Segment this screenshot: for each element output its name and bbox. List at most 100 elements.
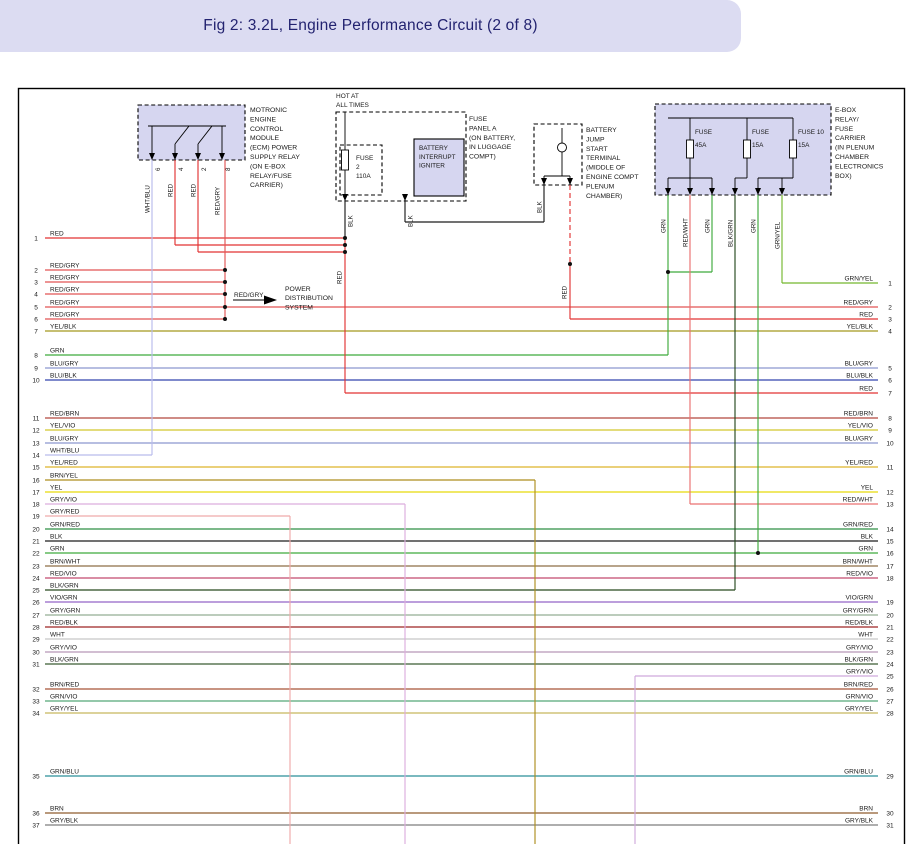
battery-interrupt-igniter-box [413,138,465,197]
wire-label: RED/BRN [844,411,874,418]
wire-label: BLK/GRN [50,657,79,664]
diagram-border [17,87,906,844]
wire-label: GRN/VIO [50,694,77,701]
ebox-fuse1-label: 45A [695,142,707,149]
left-pin-number: 12 [32,427,40,434]
battery-jump-terminal-box [533,123,583,186]
junction-dot [343,250,347,254]
wire-label: WHT/BLU [50,448,80,455]
fuse-2-label: 110A [356,173,371,180]
left-pin-number: 9 [34,365,38,372]
battery-jump-caption: TERMINAL [586,155,621,162]
ecm-relay-caption: MOTRONIC [250,107,287,114]
ecm-relay-caption: (ECM) POWER [250,145,297,152]
battery-jump-caption: ENGINE COMPT [586,174,639,181]
wire-label: GRN/RED [50,522,80,529]
ebox-fuse2-label: FUSE [752,129,769,136]
wire-label: YEL/RED [845,460,873,467]
left-pin-number: 34 [32,710,40,717]
wire-label: YEL/VIO [848,423,873,430]
left-pin-number: 28 [32,624,40,631]
right-pin-number: 6 [888,377,892,384]
fuse-panel-caption: IN LUGGAGE [469,144,512,151]
wire-label: GRY/VIO [846,669,873,676]
wire-label: GRN/BLU [844,769,873,776]
left-pin-number: 27 [32,612,40,619]
right-pin-number: 12 [886,489,894,496]
pin-label: GRN [705,219,712,233]
wire-label: WHT [50,632,65,639]
wire-label: RED/VIO [846,571,873,578]
ebox-caption: (IN PLENUM [835,145,875,152]
right-pin-number: 31 [886,822,894,829]
pin-label: RED [191,183,198,197]
junction-dot [223,280,227,284]
ebox-caption: ELECTRONICS [835,163,884,170]
power-distribution-arrow [264,295,277,305]
ebox-caption: FUSE [835,126,854,133]
junction-dot [343,243,347,247]
wire-label: BLK/GRN [50,583,79,590]
left-pin-number: 17 [32,489,40,496]
battery-jump-caption: JUMP [586,136,605,143]
wire-label: BRN/WHT [50,559,80,566]
ecm-relay-caption: (ON E-BOX [250,163,286,170]
right-pin-number: 20 [886,612,894,619]
label: RED/GRY [234,292,264,299]
power-distribution-label: POWER [285,286,311,293]
left-pin-number: 15 [32,464,40,471]
wire-label: RED/GRY [844,300,874,307]
pin-label: 4 [178,167,185,171]
wire-label: YEL/VIO [50,423,75,430]
wire-label: RED [859,386,873,393]
junction-dot [568,262,572,266]
pin-label: RED/GRY [215,187,222,215]
battery-interrupt-igniter-label: INTERRUPT [419,154,456,161]
pin-arrow [172,153,178,160]
pin-label: WHT/BLU [145,185,152,213]
pin-arrow [687,188,693,195]
fuse-panel-caption: PANEL A [469,125,497,132]
wire-label: WHT [858,632,873,639]
left-pin-number: 13 [32,440,40,447]
left-pin-number: 5 [34,304,38,311]
wire-label: BRN/YEL [50,473,78,480]
fuse-symbol [686,139,694,159]
left-pin-number: 4 [34,291,38,298]
left-pin-number: 26 [32,599,40,606]
right-pin-number: 29 [886,773,894,780]
junction-dot [223,305,227,309]
right-pin-number: 24 [886,661,894,668]
wire-label: YEL/BLK [847,324,874,331]
wire-label: GRY/RED [50,509,80,516]
wire-label: YEL/BLK [50,324,77,331]
left-pin-number: 8 [34,352,38,359]
wire-label: RED/VIO [50,571,77,578]
junction-dot [343,236,347,240]
pin-label: GRN [751,219,758,233]
fuse-2-label: 2 [356,164,360,171]
fuse-2-label: FUSE [356,155,374,162]
right-pin-number: 26 [886,686,894,693]
wire-label: BLU/BLK [846,373,873,380]
right-pin-number: 15 [886,538,894,545]
battery-jump-caption: CHAMBER) [586,193,622,200]
right-pin-number: 11 [887,464,894,471]
hot-at-all-times-label: HOT AT [336,93,359,100]
wire-label: RED/GRY [50,287,80,294]
hot-at-all-times-label: ALL TIMES [336,102,370,109]
ebox-caption: BOX) [835,173,852,180]
wire-label: BRN/RED [50,682,80,689]
left-pin-number: 24 [32,575,40,582]
fuse-panel-caption: COMPT) [469,154,496,161]
pin-arrow [219,153,225,160]
wire-label: GRY/VIO [50,645,77,652]
pin-label: 6 [155,167,162,171]
ebox-fuse3-label: FUSE 10 [798,129,824,136]
wire-label: BRN [859,806,873,813]
junction-dot [223,317,227,321]
junction-dot [223,292,227,296]
ecm-relay-caption: RELAY/FUSE [250,173,292,180]
wire-label: GRY/GRN [843,608,874,615]
